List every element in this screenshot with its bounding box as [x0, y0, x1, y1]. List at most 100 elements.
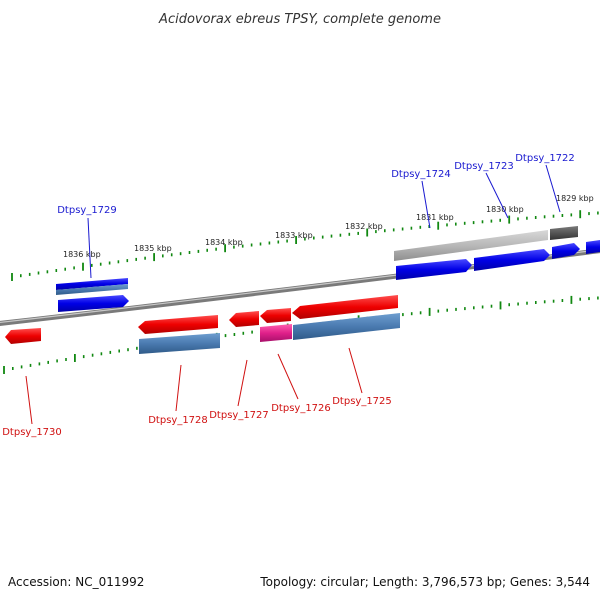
gene-label-1724[interactable]: Dtpsy_1724 [391, 169, 451, 180]
outer-scale-tick [99, 262, 102, 266]
outer-scale-tick [224, 244, 226, 253]
outer-scale-tick [401, 227, 404, 231]
gene-feature-1726-magenta[interactable] [260, 324, 292, 342]
outer-scale-tick [552, 214, 555, 218]
gene-label-1727[interactable]: Dtpsy_1727 [209, 410, 269, 421]
outer-scale-tick [481, 220, 484, 224]
inner-scale-tick [490, 304, 493, 308]
outer-scale-tick [330, 234, 333, 238]
forward-strand-features [56, 226, 600, 312]
inner-scale-tick [38, 362, 41, 366]
inner-scale-tick [251, 330, 253, 334]
gene-callouts [25, 164, 561, 425]
gene-arrow-1725[interactable] [292, 295, 398, 319]
inner-scale-tick [242, 331, 245, 335]
outer-scale-tick [277, 240, 280, 244]
outer-scale-tick [259, 242, 262, 246]
inner-scale-tick [118, 349, 120, 353]
gene-arrow-1724[interactable] [396, 259, 472, 280]
inner-scale-tick [455, 307, 457, 311]
outer-scale-tick [366, 228, 369, 237]
outer-scale-tick [357, 231, 359, 235]
inner-scale-tick [464, 307, 466, 311]
scale-labels: 1836 kbp 1835 kbp 1834 kbp 1833 kbp 1832… [63, 194, 594, 259]
gene-arrow-1723[interactable] [474, 249, 550, 271]
genome-summary-text: Topology: circular; Length: 3,796,573 bp… [259, 575, 590, 589]
inner-scale-tick [29, 363, 32, 367]
outer-scale-tick [153, 253, 155, 262]
outer-scale-tick [117, 260, 120, 264]
outer-scale-tick [135, 257, 137, 261]
callout-line-1722 [545, 164, 561, 213]
scale-label-1829: 1829 kbp [556, 194, 594, 203]
inner-scale-tick [47, 360, 49, 364]
inner-scale-tick [526, 301, 528, 305]
scale-label-1832: 1832 kbp [345, 222, 383, 231]
callout-line-1723 [485, 172, 509, 219]
outer-scale-tick [561, 214, 564, 217]
gene-label-1730[interactable]: Dtpsy_1730 [2, 427, 62, 438]
outer-scale-tick [91, 263, 93, 267]
outer-scale-tick [268, 241, 271, 245]
outer-scale-tick [108, 261, 111, 265]
gene-arrow-1729[interactable] [58, 295, 129, 312]
outer-scale-tick [73, 266, 75, 270]
inner-scale-tick [82, 355, 85, 359]
gene-label-1726[interactable]: Dtpsy_1726 [271, 403, 331, 414]
inner-scale-tick [446, 308, 448, 312]
scale-label-1831: 1831 kbp [416, 213, 454, 222]
outer-scale-tick [455, 222, 457, 226]
gene-feature-1722-dark[interactable] [550, 226, 578, 240]
inner-scale-tick [517, 302, 519, 306]
outer-scale-tick [579, 210, 582, 219]
gene-label-1722[interactable]: Dtpsy_1722 [515, 153, 575, 164]
gene-arrow-1727[interactable] [229, 311, 259, 327]
outer-scale-tick [463, 221, 466, 225]
inner-scale-tick [100, 352, 103, 356]
gene-arrow-1730[interactable] [5, 328, 41, 344]
outer-scale-tick [543, 215, 546, 219]
inner-scale-tick [579, 297, 581, 301]
outer-scale-tick [55, 269, 58, 272]
outer-scale-tick [46, 270, 49, 274]
scale-label-1830: 1830 kbp [486, 205, 524, 214]
outer-scale-tick [313, 236, 315, 240]
gene-feature-1729-band[interactable] [56, 278, 128, 290]
inner-scale-tick [570, 295, 573, 304]
outer-scale-tick [410, 226, 413, 230]
gene-label-1728[interactable]: Dtpsy_1728 [148, 415, 208, 426]
gene-label-1725[interactable]: Dtpsy_1725 [332, 396, 392, 407]
gene-feature-1725-steel[interactable] [293, 313, 400, 340]
scale-label-1835: 1835 kbp [134, 244, 172, 253]
scale-label-1833: 1833 kbp [275, 231, 313, 240]
outer-scale-tick [588, 212, 590, 216]
gene-feature-1724-grey[interactable] [394, 230, 548, 261]
outer-scale-tick [233, 245, 235, 249]
gene-label-1729[interactable]: Dtpsy_1729 [57, 205, 117, 216]
outer-scale-tick [188, 251, 191, 254]
gene-arrow-1726[interactable] [260, 308, 291, 323]
outer-scale-tick [250, 243, 253, 247]
outer-scale-tick [82, 262, 84, 271]
callout-line-1727 [237, 359, 248, 407]
gene-feature-1729-inner[interactable] [56, 284, 128, 295]
inner-scale-tick [91, 353, 94, 357]
inner-scale-tick [3, 366, 5, 374]
outer-scale-tick [392, 228, 395, 232]
outer-scale-tick [508, 215, 511, 224]
gene-label-1723[interactable]: Dtpsy_1723 [454, 161, 514, 172]
inner-scale-tick [552, 299, 555, 303]
gene-arrow-next[interactable] [586, 240, 600, 254]
outer-scale-tick [517, 217, 519, 221]
callout-line-1724 [421, 180, 431, 229]
gene-feature-1728-steel[interactable] [139, 333, 220, 354]
inner-scale-tick [428, 307, 431, 316]
inner-scale-tick [136, 346, 138, 350]
outer-scale-tick [170, 253, 173, 257]
inner-scale-tick [419, 311, 422, 315]
outer-scale-tick [499, 218, 501, 222]
gene-arrow-1722[interactable] [552, 243, 580, 259]
outer-scale-tick [437, 221, 440, 230]
gene-arrow-1728[interactable] [138, 315, 218, 334]
outer-scale-tick [20, 274, 22, 278]
